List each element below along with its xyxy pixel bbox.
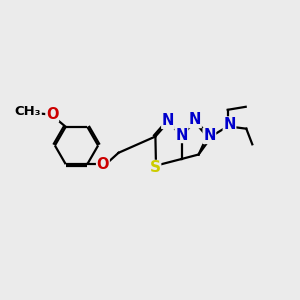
Text: N: N bbox=[162, 113, 174, 128]
Text: N: N bbox=[189, 112, 201, 128]
Text: O: O bbox=[97, 157, 109, 172]
Text: O: O bbox=[46, 107, 58, 122]
Text: CH₃: CH₃ bbox=[15, 105, 41, 118]
Text: N: N bbox=[203, 128, 216, 143]
Text: N: N bbox=[175, 128, 188, 142]
Text: S: S bbox=[150, 160, 160, 175]
Text: N: N bbox=[223, 117, 236, 132]
